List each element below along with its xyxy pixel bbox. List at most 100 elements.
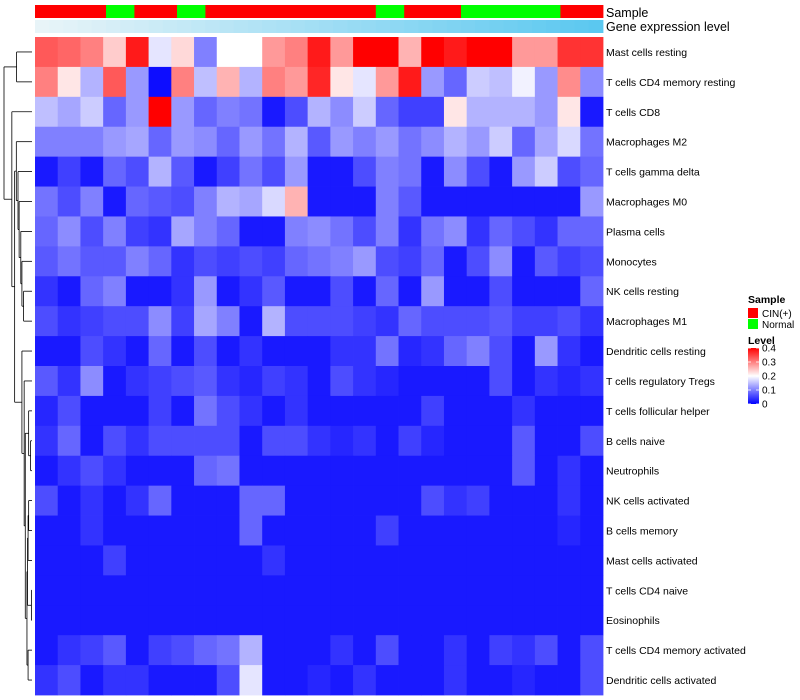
heatmap-cell: [534, 37, 558, 68]
heatmap-cell: [534, 605, 558, 636]
heatmap-cell: [262, 665, 286, 696]
heatmap-cell: [580, 395, 604, 427]
expression-annotation-cell: [162, 20, 178, 33]
heatmap-cell: [375, 395, 399, 427]
heatmap-cell: [284, 306, 309, 337]
heatmap-cell: [148, 276, 172, 307]
heatmap-cell: [216, 306, 240, 337]
heatmap-cell: [557, 545, 581, 576]
heatmap-cell: [35, 665, 59, 696]
heatmap-cell: [353, 605, 377, 636]
heatmap-cell: [330, 276, 354, 307]
heatmap-cell: [353, 545, 377, 576]
heatmap-cell: [489, 186, 513, 217]
sample-annotation-cell: [262, 5, 277, 18]
heatmap-cell: [330, 156, 354, 187]
expression-annotation-cell: [205, 20, 220, 33]
heatmap-cell: [125, 306, 149, 337]
heatmap-cell: [57, 156, 81, 187]
heatmap-cell: [216, 276, 240, 307]
row-label: Eosinophils: [606, 615, 660, 627]
sample-annotation-cell: [162, 5, 178, 18]
heatmap-cell: [489, 605, 513, 636]
heatmap-cell: [284, 186, 309, 217]
expression-annotation-cell: [404, 20, 419, 33]
sample-annotation-cell: [404, 5, 419, 18]
expression-annotation-cell: [375, 20, 391, 33]
heatmap-cell: [103, 37, 127, 68]
expression-annotation-cell: [233, 20, 249, 33]
sample-annotation-track: [35, 5, 604, 18]
heatmap-cell: [466, 37, 490, 68]
heatmap-cell: [80, 66, 104, 98]
sample-annotation-cell: [304, 5, 320, 18]
expression-annotation-cell: [248, 20, 263, 33]
heatmap-cell: [421, 515, 445, 546]
heatmap-cell: [262, 306, 286, 337]
legend-level-tick-label: 0: [762, 400, 768, 411]
heatmap-cell: [35, 395, 59, 427]
heatmap-cell: [80, 515, 104, 546]
heatmap-cell: [375, 515, 399, 546]
heatmap-cell: [103, 425, 127, 457]
heatmap-cell: [489, 336, 513, 367]
heatmap-cell: [80, 216, 104, 247]
heatmap-cell: [103, 665, 127, 696]
legend-level-ticks: 0.4 0.3 0.2 0.1 0: [748, 344, 776, 411]
legend-level-tick-label: 0.4: [762, 344, 776, 355]
heatmap-cell: [194, 425, 218, 457]
heatmap-cell: [375, 545, 399, 576]
heatmap-cell: [443, 37, 468, 68]
heatmap-cell: [557, 605, 581, 636]
heatmap-cell: [171, 515, 195, 546]
heatmap-cell: [557, 246, 581, 277]
heatmap-cell: [80, 665, 104, 696]
heatmap-cell: [375, 126, 399, 158]
heatmap-cell: [580, 575, 604, 606]
heatmap-cell: [171, 545, 195, 576]
sample-annotation-cell: [517, 5, 533, 18]
heatmap-cell: [216, 126, 240, 158]
heatmap-cell: [57, 425, 81, 457]
heatmap-cell: [580, 216, 604, 247]
heatmap-cell: [398, 635, 422, 666]
heatmap-cell: [35, 126, 59, 158]
heatmap-cell: [57, 96, 81, 128]
heatmap-cell: [239, 156, 263, 187]
heatmap-cell: [443, 306, 468, 337]
heatmap-cell: [125, 515, 149, 546]
heatmap-cell: [398, 126, 422, 158]
heatmap-cell: [398, 336, 422, 367]
row-label: Dendritic cells resting: [606, 346, 706, 358]
heatmap-cell: [421, 96, 445, 128]
sample-annotation-cell: [106, 5, 121, 18]
heatmap-cell: [57, 306, 81, 337]
expression-annotation-cell: [35, 20, 50, 33]
heatmap-cell: [148, 515, 172, 546]
heatmap-cell: [216, 455, 240, 487]
heatmap-cell: [398, 485, 422, 516]
heatmap-cell: [35, 37, 59, 68]
heatmap-cell: [148, 575, 172, 606]
heatmap-cell: [216, 366, 240, 397]
heatmap-cell: [171, 605, 195, 636]
heatmap-cell: [307, 545, 331, 576]
heatmap-cell: [580, 605, 604, 636]
heatmap-cell: [307, 66, 331, 98]
heatmap-cell: [353, 485, 377, 516]
heatmap-cell: [353, 665, 377, 696]
heatmap-cell: [103, 395, 127, 427]
heatmap-cell: [353, 276, 377, 307]
heatmap-cell: [580, 635, 604, 666]
heatmap-cell: [57, 605, 81, 636]
heatmap-cell: [307, 605, 331, 636]
heatmap-cell: [421, 156, 445, 187]
heatmap-cell: [103, 485, 127, 516]
heatmap-cell: [580, 665, 604, 696]
heatmap-cell: [194, 66, 218, 98]
row-label: NK cells activated: [606, 496, 690, 508]
heatmap-cell: [80, 395, 104, 427]
heatmap-cell: [580, 336, 604, 367]
heatmap-cell: [330, 575, 354, 606]
heatmap-cell: [148, 665, 172, 696]
